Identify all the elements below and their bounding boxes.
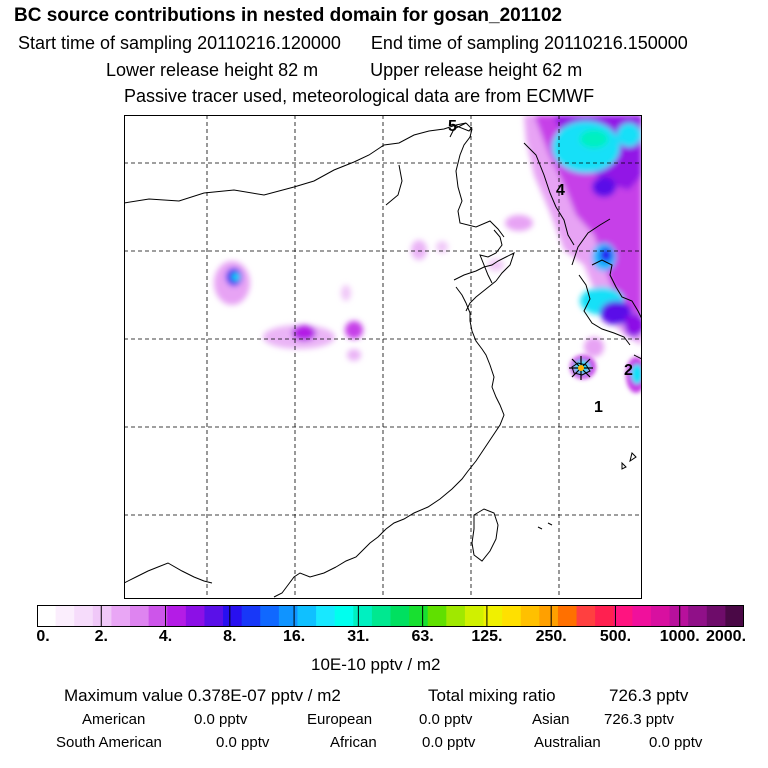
- colorbar-tick-label: 1000.: [659, 628, 700, 645]
- australian-value: 0.0 pptv: [649, 734, 703, 751]
- colorbar-swatch: [316, 605, 336, 627]
- colorbar: [37, 605, 744, 627]
- station-label-1: 1: [594, 399, 603, 416]
- asian-value: 726.3 pptv: [604, 711, 675, 728]
- start-time-label: Start time of sampling 20110216.120000: [18, 33, 341, 53]
- lat-lon-grid: [124, 115, 642, 599]
- concentration-field: [214, 115, 642, 393]
- colorbar-swatch: [390, 605, 410, 627]
- colorbar-swatch: [688, 605, 708, 627]
- colorbar-swatch: [334, 605, 354, 627]
- colorbar-tick-label: 63.: [411, 628, 434, 645]
- total-mixing-ratio-label: Total mixing ratio: [428, 686, 556, 705]
- colorbar-swatch: [557, 605, 578, 627]
- american-label: American: [82, 711, 146, 728]
- colorbar-swatch: [576, 605, 596, 627]
- colorbar-swatch: [260, 605, 280, 627]
- colorbar-swatch: [725, 605, 744, 627]
- colorbar-swatch: [37, 605, 57, 627]
- colorbar-swatch: [650, 605, 671, 627]
- colorbar-swatch: [130, 605, 150, 627]
- colorbar-swatch: [148, 605, 168, 627]
- release-heights: Lower release height 82 m Upper release …: [106, 60, 582, 81]
- colorbar-swatch: [502, 605, 522, 627]
- colorbar-swatch: [55, 605, 75, 627]
- colorbar-tick-label: 4.: [158, 628, 173, 645]
- colorbar-swatch: [632, 605, 652, 627]
- european-value: 0.0 pptv: [419, 711, 473, 728]
- total-mixing-ratio-value: 726.3 pptv: [609, 686, 689, 705]
- colorbar-swatch: [595, 605, 615, 627]
- south-american-label: South American: [56, 734, 162, 751]
- colorbar-tick-label: 2000.: [705, 628, 747, 645]
- colorbar-swatch: [706, 605, 726, 627]
- colorbar-swatch: [427, 605, 447, 627]
- colorbar-swatch: [409, 605, 429, 627]
- colorbar-swatch: [297, 605, 317, 627]
- colorbar-swatch: [539, 605, 559, 627]
- colorbar-swatch: [371, 605, 391, 627]
- end-time-label: End time of sampling 20110216.150000: [370, 33, 688, 53]
- source-contribution-map: 1 2 4 5: [124, 115, 642, 599]
- colorbar-swatch: [353, 605, 373, 627]
- colorbar-tick-label: 0.: [36, 628, 50, 645]
- lower-release-height: Lower release height 82 m: [106, 60, 319, 80]
- american-value: 0.0 pptv: [194, 711, 248, 728]
- inland-plumes: [214, 215, 533, 361]
- south-american-value: 0.0 pptv: [216, 734, 270, 751]
- colorbar-swatch: [74, 605, 94, 627]
- max-value: Maximum value 0.378E-07 pptv / m2: [64, 686, 341, 705]
- colorbar-tick-label: 125.: [471, 628, 503, 645]
- station-label-4: 4: [556, 182, 565, 199]
- colorbar-swatch: [520, 605, 540, 627]
- australian-label: Australian: [534, 734, 601, 751]
- colorbar-swatch: [464, 605, 485, 627]
- colorbar-tick-label: 31.: [347, 628, 370, 645]
- colorbar-swatch: [111, 605, 131, 627]
- receptor-star-marker: [569, 356, 593, 380]
- colorbar-swatch: [92, 605, 112, 627]
- tracer-info: Passive tracer used, meteorological data…: [124, 86, 595, 106]
- european-label: European: [307, 711, 373, 728]
- colorbar-swatch: [204, 605, 224, 627]
- asian-label: Asian: [532, 711, 570, 728]
- colorbar-swatch: [241, 605, 261, 627]
- colorbar-units: 10E-10 pptv / m2: [311, 655, 441, 674]
- colorbar-frame: [37, 605, 744, 627]
- colorbar-swatch: [278, 605, 298, 627]
- map-frame: [124, 115, 642, 599]
- plot-title: BC source contributions in nested domain…: [14, 5, 562, 26]
- upper-release-height: Upper release height 62 m: [370, 60, 583, 80]
- sampling-times: Start time of sampling 20110216.120000 E…: [18, 33, 688, 54]
- station-label-2: 2: [624, 362, 633, 379]
- colorbar-tick-label: 2.: [94, 628, 108, 645]
- colorbar-swatch: [483, 605, 503, 627]
- colorbar-tick-label: 8.: [223, 628, 237, 645]
- colorbar-tick-label: 500.: [599, 628, 632, 645]
- colorbar-tick-label: 16.: [282, 628, 306, 645]
- colorbar-swatch: [669, 605, 689, 627]
- colorbar-swatch: [613, 605, 633, 627]
- african-label: African: [330, 734, 377, 751]
- station-label-5: 5: [448, 118, 457, 135]
- colorbar-swatch: [185, 605, 205, 627]
- african-value: 0.0 pptv: [422, 734, 476, 751]
- colorbar-tick-label: 250.: [535, 628, 567, 645]
- coastlines: [124, 122, 642, 598]
- colorbar-swatch: [167, 605, 187, 627]
- colorbar-swatch: [223, 605, 243, 627]
- colorbar-swatch: [446, 605, 466, 627]
- northeast-plume: [524, 115, 642, 357]
